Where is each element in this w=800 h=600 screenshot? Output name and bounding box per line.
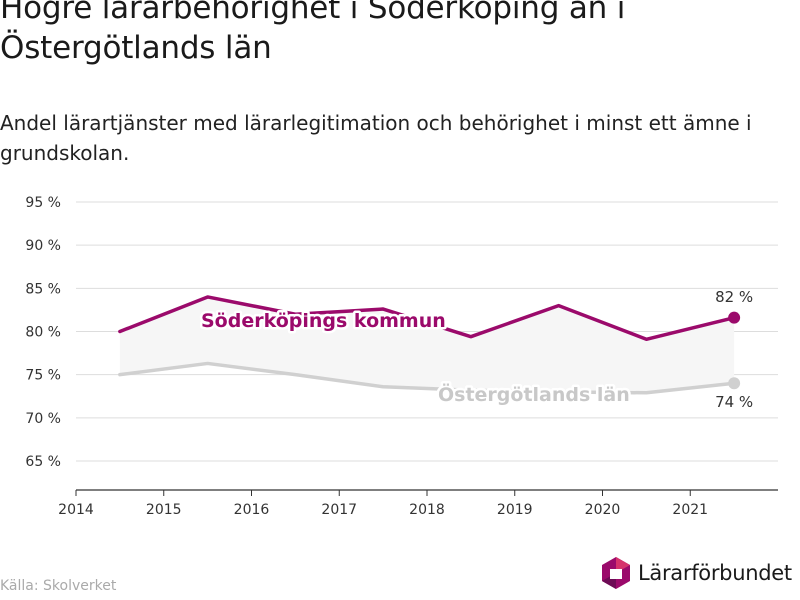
source-note: Källa: Skolverket xyxy=(0,578,117,594)
x-tick-label: 2018 xyxy=(409,502,445,518)
chart-subtitle: Andel lärartjänster med lärarlegitimatio… xyxy=(0,111,752,165)
y-tick-label: 90 % xyxy=(25,238,61,254)
y-tick-label: 80 % xyxy=(25,325,61,341)
series-line-ostergotland-end-point xyxy=(728,377,741,390)
difference-band xyxy=(119,296,735,393)
end-label-soderkoping: 82 % xyxy=(715,288,753,306)
end-label-ostergotland: 74 % xyxy=(715,393,753,411)
x-tick-label: 2020 xyxy=(585,502,621,518)
x-tick-label: 2017 xyxy=(321,502,357,518)
series-label-ostergotland: Östergötlands län xyxy=(438,382,630,406)
brand-logo: Lärarförbundet xyxy=(600,556,792,590)
series-label-soderkoping: Söderköpings kommun xyxy=(201,310,446,332)
x-tick-label: 2015 xyxy=(146,502,182,518)
chart-title: Högre lärarbehörighet i Söderköping än i… xyxy=(0,0,626,66)
y-tick-label: 75 % xyxy=(25,368,61,384)
y-tick-label: 85 % xyxy=(25,281,61,297)
logo-text: Lärarförbundet xyxy=(638,561,792,585)
x-tick-label: 2021 xyxy=(672,502,708,518)
hexagon-logo-icon xyxy=(602,557,630,589)
series-line-soderkoping xyxy=(118,295,736,342)
y-tick-label: 95 % xyxy=(25,195,61,211)
series-line-ostergotland xyxy=(118,361,736,395)
x-tick-label: 2014 xyxy=(58,502,94,518)
series-line-soderkoping-end-point xyxy=(728,311,741,324)
x-tick-label: 2016 xyxy=(234,502,270,518)
y-tick-label: 65 % xyxy=(25,454,61,470)
y-tick-label: 70 % xyxy=(25,411,61,427)
x-tick-label: 2019 xyxy=(497,502,533,518)
